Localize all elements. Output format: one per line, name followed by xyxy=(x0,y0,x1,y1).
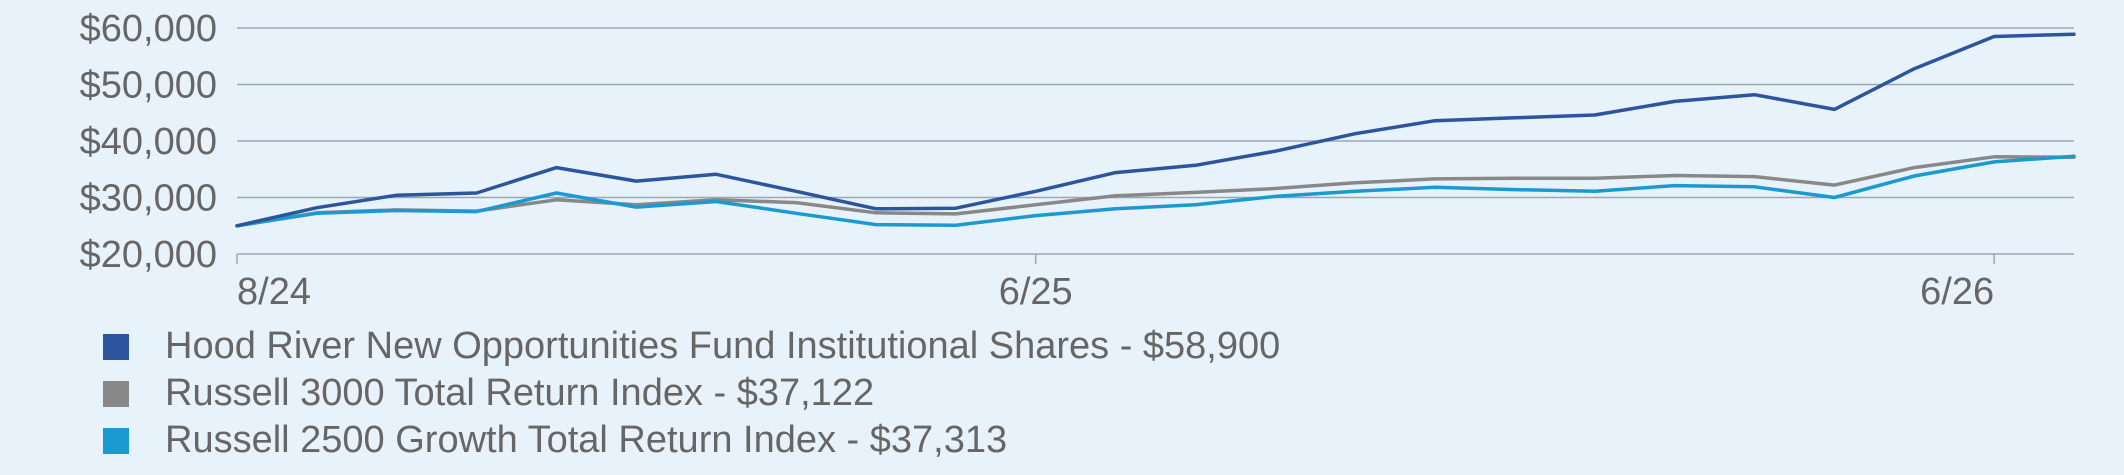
y-tick-label: $50,000 xyxy=(80,65,217,107)
legend-label-russell-3000: Russell 3000 Total Return Index - $37,12… xyxy=(165,372,875,414)
legend-swatch-russell-2500-growth xyxy=(103,427,129,454)
x-tick-label: 8/24 xyxy=(237,271,311,313)
x-tick-label: 6/25 xyxy=(999,271,1073,313)
legend-label-hood-river: Hood River New Opportunities Fund Instit… xyxy=(165,325,1281,367)
y-tick-label: $60,000 xyxy=(80,8,217,50)
legend-label-russell-2500-growth: Russell 2500 Growth Total Return Index -… xyxy=(165,419,1008,461)
y-tick-label: $30,000 xyxy=(80,178,217,220)
legend: Hood River New Opportunities Fund Instit… xyxy=(103,323,2003,464)
legend-swatch-hood-river xyxy=(103,333,129,360)
y-axis: $20,000 $30,000 $40,000 $50,000 $60,000 xyxy=(80,8,217,276)
y-tick-label: $20,000 xyxy=(80,234,217,276)
series-line-russell-2500-growth xyxy=(235,154,2076,228)
legend-item-hood-river: Hood River New Opportunities Fund Instit… xyxy=(103,323,2003,370)
series-line-russell-3000 xyxy=(235,155,2076,228)
y-tick-label: $40,000 xyxy=(80,121,217,163)
x-tick-label: 6/26 xyxy=(1920,271,1994,313)
series-lines xyxy=(235,32,2076,228)
x-axis: 8/24 6/25 6/26 xyxy=(236,254,1995,313)
legend-swatch-russell-3000 xyxy=(103,380,129,407)
gridlines xyxy=(237,27,2074,255)
chart: $20,000 $30,000 $40,000 $50,000 $60,000 8/24… xyxy=(80,8,2076,313)
series-line-hood-river xyxy=(235,32,2076,228)
legend-item-russell-2500-growth: Russell 2500 Growth Total Return Index -… xyxy=(103,417,2003,464)
legend-item-russell-3000: Russell 3000 Total Return Index - $37,12… xyxy=(103,370,2003,417)
line-chart-svg: $20,000 $30,000 $40,000 $50,000 $60,000 8/24… xyxy=(80,8,2076,313)
